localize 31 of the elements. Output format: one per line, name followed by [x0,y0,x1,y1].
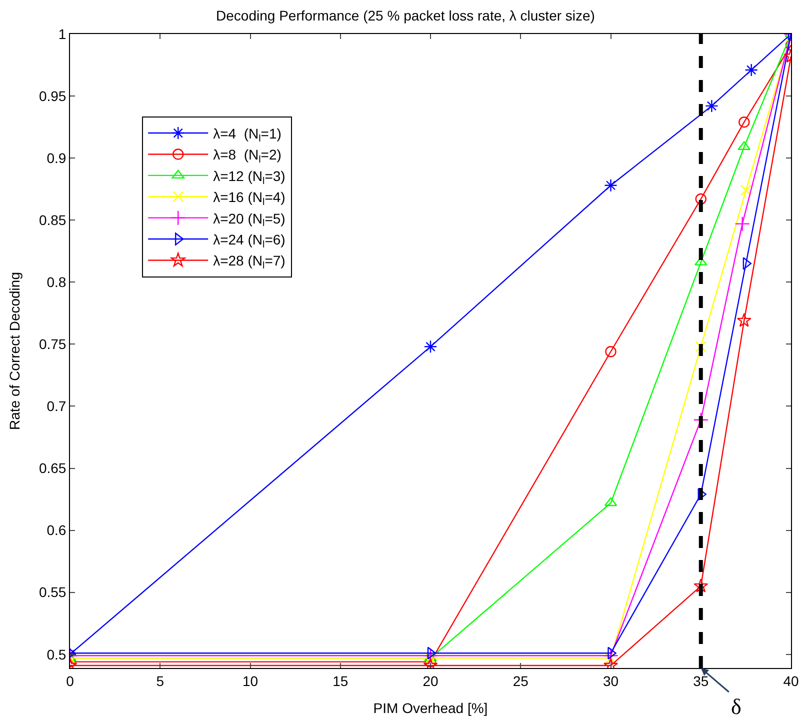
y-tick-label: 1 [58,26,66,42]
y-tick-label: 0.95 [38,88,66,104]
legend-label: λ=4 (N$_{l}$=1) [213,125,282,144]
x-tick-label: 30 [602,672,619,689]
legend-label: λ=16 (N$_{l}$=4) [213,189,286,208]
legend-label: λ=20 (N$_{l}$=5) [213,210,286,230]
legend-label: λ=28 (N$_{l}$=7) [213,252,286,272]
y-tick-label: 0.6 [46,522,66,538]
y-tick-label: 0.9 [46,150,66,166]
legend-label: λ=8 (N$_{l}$=2) [213,146,282,166]
y-tick-label: 0.8 [46,274,66,290]
y-tick-label: 0.55 [38,584,66,600]
legend-label: λ=24 (N$_{l}$=6) [213,231,286,250]
y-tick-label: 0.7 [46,398,66,414]
x-tick-label: 0 [66,672,74,689]
y-axis-title: Rate of Correct Decoding [6,272,23,430]
x-tick-label: 35 [693,672,709,689]
ref-line-label: δ [731,694,742,719]
y-tick-label: 0.85 [38,212,66,228]
x-tick-label: 20 [422,672,438,689]
x-tick-label: 40 [783,672,799,689]
x-tick-label: 25 [512,672,529,689]
x-tick-label: 10 [242,672,258,689]
x-tick-label: 5 [156,672,164,689]
y-tick-label: 0.75 [38,336,66,352]
x-tick-label: 15 [332,672,348,689]
y-tick-label: 0.65 [38,460,66,476]
y-tick-label: 0.5 [46,646,66,662]
x-axis-title: PIM Overhead [%] [373,700,488,716]
chart-title: Decoding Performance (25 % packet loss rate, λ cluster size) [216,8,595,24]
legend-label: λ=12 (N$_{l}$=3) [213,168,286,187]
